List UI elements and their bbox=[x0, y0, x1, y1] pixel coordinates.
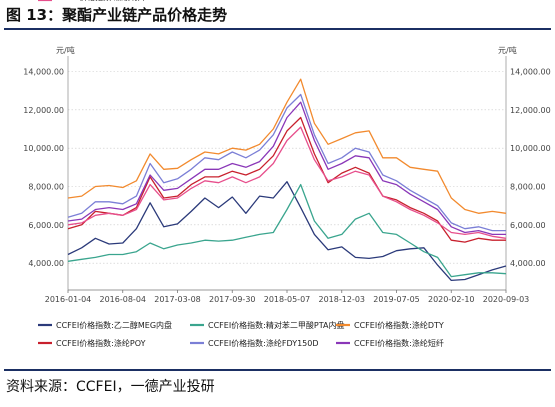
legend-label: CCFEI价格指数:涤纶FDY150D bbox=[208, 338, 319, 348]
x-tick-label: 2018-05-07 bbox=[264, 295, 311, 304]
legend-label: CCFEI价格指数:涤纶DTY bbox=[354, 320, 444, 330]
title-divider bbox=[4, 28, 551, 30]
x-tick-label: 2020-02-10 bbox=[428, 295, 475, 304]
line-chart: 元/吨 元/吨 4,000.00 4,000.00 6,000.00 6,000.00 8,… bbox=[23, 0, 551, 348]
figure-title: 图 13：聚酯产业链产品价格走势 bbox=[6, 6, 228, 24]
axes: 元/吨 元/吨 4,000.00 4,000.00 6,000.00 6,000.00 8,… bbox=[23, 45, 550, 304]
series-line-3 bbox=[67, 78, 507, 214]
y-tick-label-right: 12,000.00 bbox=[510, 106, 551, 115]
series-line-7 bbox=[67, 126, 507, 239]
y-tick-label-right: 8,000.00 bbox=[510, 183, 546, 192]
series-lines bbox=[67, 78, 507, 282]
y-tick-label-left: 10,000.00 bbox=[23, 144, 64, 153]
y-tick-label-right: 6,000.00 bbox=[510, 221, 546, 230]
x-tick-label: 2018-12-03 bbox=[319, 295, 366, 304]
series-line-5 bbox=[67, 93, 506, 232]
y-tick-label-left: 14,000.00 bbox=[23, 68, 64, 77]
x-tick-label: 2017-09-30 bbox=[209, 295, 256, 304]
y-unit-right: 元/吨 bbox=[498, 45, 517, 55]
y-tick-label-left: 12,000.00 bbox=[23, 106, 64, 115]
legend-label: CCFEI价格指数:涤纶短纤 bbox=[354, 338, 444, 348]
x-tick-label: 2020-09-03 bbox=[483, 295, 530, 304]
legend-label: CCFEI价格指数:乙二醇MEG内盘 bbox=[56, 320, 172, 330]
series-line-2 bbox=[67, 183, 507, 278]
legend-label: CCFEI价格指数:精对苯二甲酸PTA内盘 bbox=[208, 320, 344, 330]
y-tick-label-right: 14,000.00 bbox=[510, 68, 551, 77]
legend-label: CCFEI价格指数:涤纶POY bbox=[56, 338, 146, 348]
y-tick-label-left: 4,000.00 bbox=[28, 259, 64, 268]
series-line-6 bbox=[67, 101, 506, 236]
legend: CCFEI价格指数:乙二醇MEG内盘 CCFEI价格指数:精对苯二甲酸PTA内盘 C… bbox=[38, 0, 444, 348]
y-tick-label-right: 10,000.00 bbox=[510, 144, 551, 153]
x-tick-label: 2019-07-05 bbox=[373, 295, 420, 304]
x-tick-label: 2017-03-08 bbox=[154, 295, 201, 304]
x-tick-label: 2016-01-04 bbox=[45, 295, 92, 304]
series-line-4 bbox=[67, 116, 506, 243]
gridlines bbox=[68, 71, 506, 264]
y-unit-left: 元/吨 bbox=[56, 45, 75, 55]
figure-source: 资料来源：CCFEI，一德产业投研 bbox=[6, 379, 215, 395]
legend-label: CCFEI价格指数:瓶级切片 bbox=[56, 0, 146, 2]
series-line-1 bbox=[67, 181, 507, 282]
y-tick-label-left: 8,000.00 bbox=[28, 183, 64, 192]
x-tick-label: 2016-08-04 bbox=[100, 295, 147, 304]
source-divider bbox=[4, 369, 551, 371]
y-tick-label-left: 6,000.00 bbox=[28, 221, 64, 230]
y-tick-label-right: 4,000.00 bbox=[510, 259, 546, 268]
